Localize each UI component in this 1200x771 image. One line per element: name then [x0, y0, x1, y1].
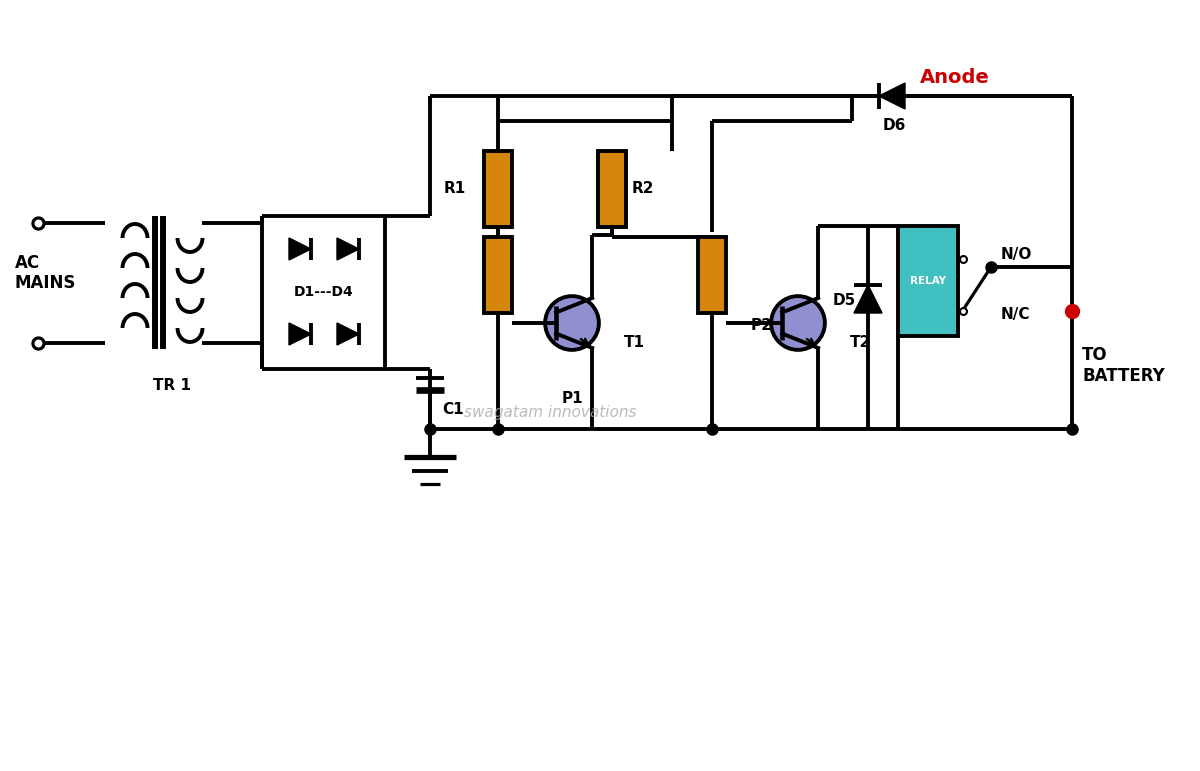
Text: T2: T2 [850, 335, 871, 351]
Text: P2: P2 [751, 318, 773, 333]
Text: RELAY: RELAY [910, 276, 946, 286]
Circle shape [772, 296, 824, 350]
Text: D5: D5 [833, 294, 856, 308]
Polygon shape [289, 238, 311, 260]
Text: N/O: N/O [1001, 247, 1032, 262]
Bar [698, 237, 726, 313]
Text: P1: P1 [562, 391, 583, 406]
Text: C1: C1 [442, 402, 463, 417]
Text: TO
BATTERY: TO BATTERY [1082, 346, 1165, 385]
Bar [598, 151, 626, 227]
Text: N/C: N/C [1001, 308, 1031, 322]
Text: TR 1: TR 1 [154, 378, 191, 393]
Text: R2: R2 [632, 181, 654, 197]
Bar [898, 226, 958, 336]
Text: D1---D4: D1---D4 [294, 285, 354, 299]
Bar [484, 237, 512, 313]
Text: R1: R1 [444, 181, 466, 197]
Text: AC
MAINS: AC MAINS [14, 254, 77, 292]
Polygon shape [337, 323, 359, 345]
Polygon shape [289, 323, 311, 345]
Text: T1: T1 [624, 335, 646, 351]
Text: swagatam innovations: swagatam innovations [463, 406, 636, 420]
Polygon shape [854, 285, 882, 313]
Polygon shape [337, 238, 359, 260]
Text: D6: D6 [882, 118, 906, 133]
Polygon shape [878, 83, 905, 109]
Text: Anode: Anode [920, 69, 990, 87]
Bar [484, 151, 512, 227]
Circle shape [545, 296, 599, 350]
